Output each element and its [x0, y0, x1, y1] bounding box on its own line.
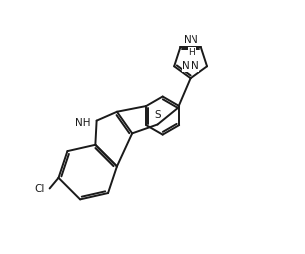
Text: N: N	[190, 35, 198, 45]
Text: Cl: Cl	[34, 184, 45, 194]
Text: N: N	[184, 35, 192, 45]
Text: NH: NH	[75, 118, 90, 128]
Text: N: N	[182, 61, 190, 71]
Text: H: H	[188, 48, 195, 57]
Text: N: N	[191, 61, 199, 71]
Text: S: S	[154, 110, 161, 120]
